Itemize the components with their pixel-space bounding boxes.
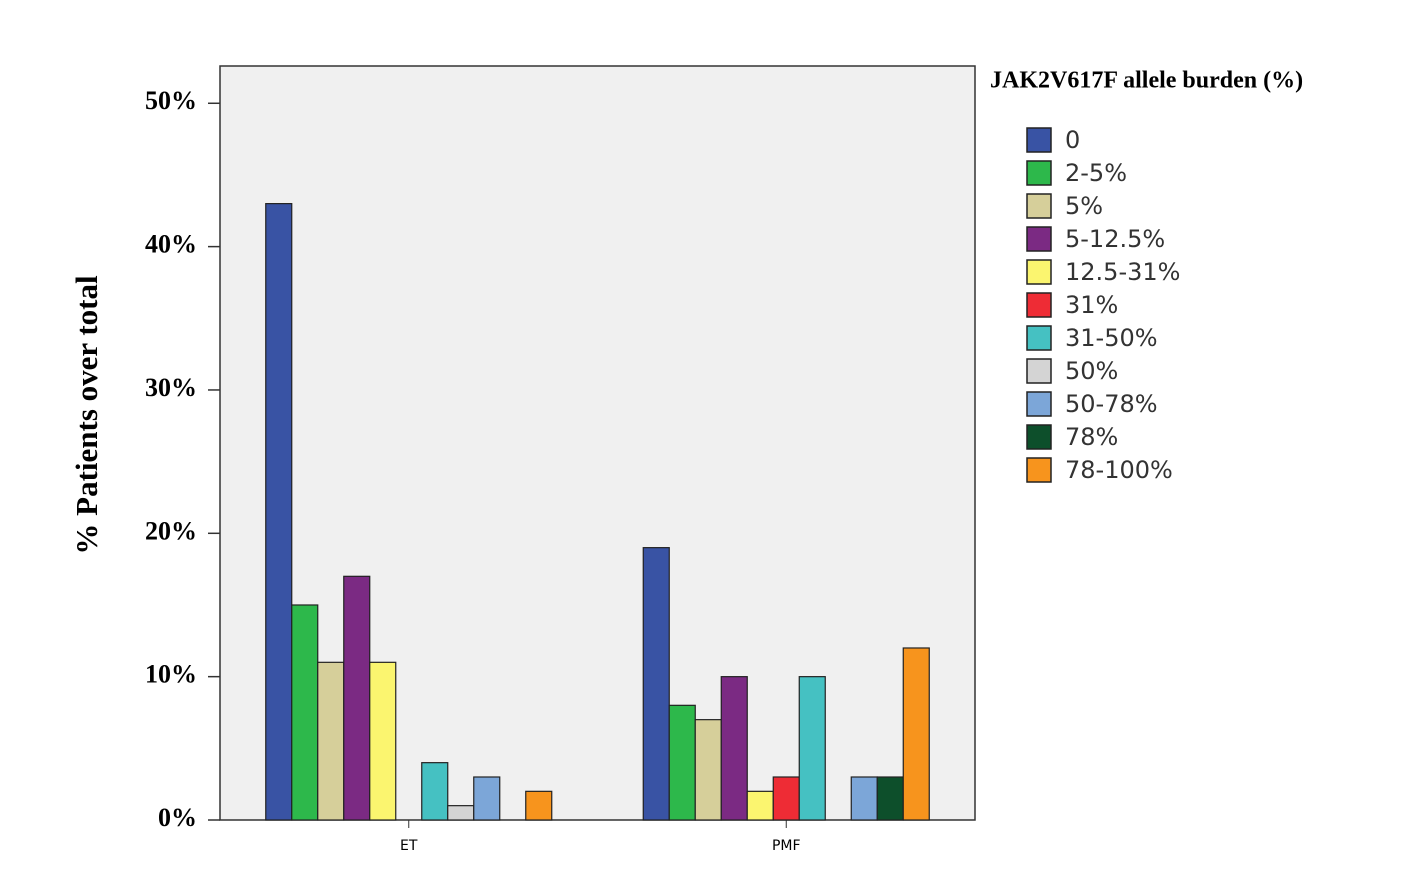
- y-tick-label: 50%: [145, 86, 197, 115]
- bar: [798, 676, 826, 821]
- y-tick-label: 0%: [158, 803, 197, 832]
- legend-swatch: [1026, 391, 1052, 417]
- legend-label: 50%: [1065, 357, 1118, 385]
- bar: [265, 203, 293, 821]
- legend-title: JAK2V617F allele burden (%): [990, 68, 1303, 94]
- legend-label: 31%: [1065, 291, 1118, 319]
- legend-swatch: [1026, 424, 1052, 450]
- legend-label: 5%: [1065, 192, 1103, 220]
- bar: [694, 719, 722, 821]
- legend-label: 78-100%: [1065, 456, 1173, 484]
- legend-label: 0: [1065, 126, 1080, 154]
- legend-swatch: [1026, 358, 1052, 384]
- bar: [473, 776, 501, 821]
- bar: [876, 776, 904, 821]
- y-tick-label: 10%: [145, 660, 197, 689]
- bar: [772, 776, 800, 821]
- y-tick-label: 30%: [145, 373, 197, 402]
- x-tick-label: ET: [400, 838, 418, 854]
- legend-label: 78%: [1065, 423, 1118, 451]
- bar: [668, 704, 696, 821]
- y-tick-label: 40%: [145, 230, 197, 259]
- legend-swatch: [1026, 127, 1052, 153]
- legend-swatch: [1026, 325, 1052, 351]
- bar: [291, 604, 319, 821]
- bar: [317, 661, 345, 821]
- legend-swatch: [1026, 193, 1052, 219]
- legend-swatch: [1026, 292, 1052, 318]
- bar: [850, 776, 878, 821]
- legend-label: 50-78%: [1065, 390, 1158, 418]
- bar: [720, 676, 748, 821]
- bar: [447, 805, 475, 821]
- legend-swatch: [1026, 226, 1052, 252]
- bar: [746, 790, 774, 821]
- legend-label: 2-5%: [1065, 159, 1127, 187]
- legend-label: 5-12.5%: [1065, 225, 1165, 253]
- legend-swatch: [1026, 259, 1052, 285]
- bar: [902, 647, 930, 821]
- bar: [421, 762, 449, 821]
- legend-label: 31-50%: [1065, 324, 1158, 352]
- bar: [369, 661, 397, 821]
- bar: [343, 575, 371, 821]
- legend-label: 12.5-31%: [1065, 258, 1180, 286]
- legend-swatch: [1026, 457, 1052, 483]
- bar: [642, 547, 670, 821]
- y-tick-label: 20%: [145, 516, 197, 545]
- legend-swatch: [1026, 160, 1052, 186]
- bar: [525, 790, 553, 821]
- x-tick-label: PMF: [772, 838, 801, 854]
- y-axis-title: % Patients over total: [69, 275, 104, 555]
